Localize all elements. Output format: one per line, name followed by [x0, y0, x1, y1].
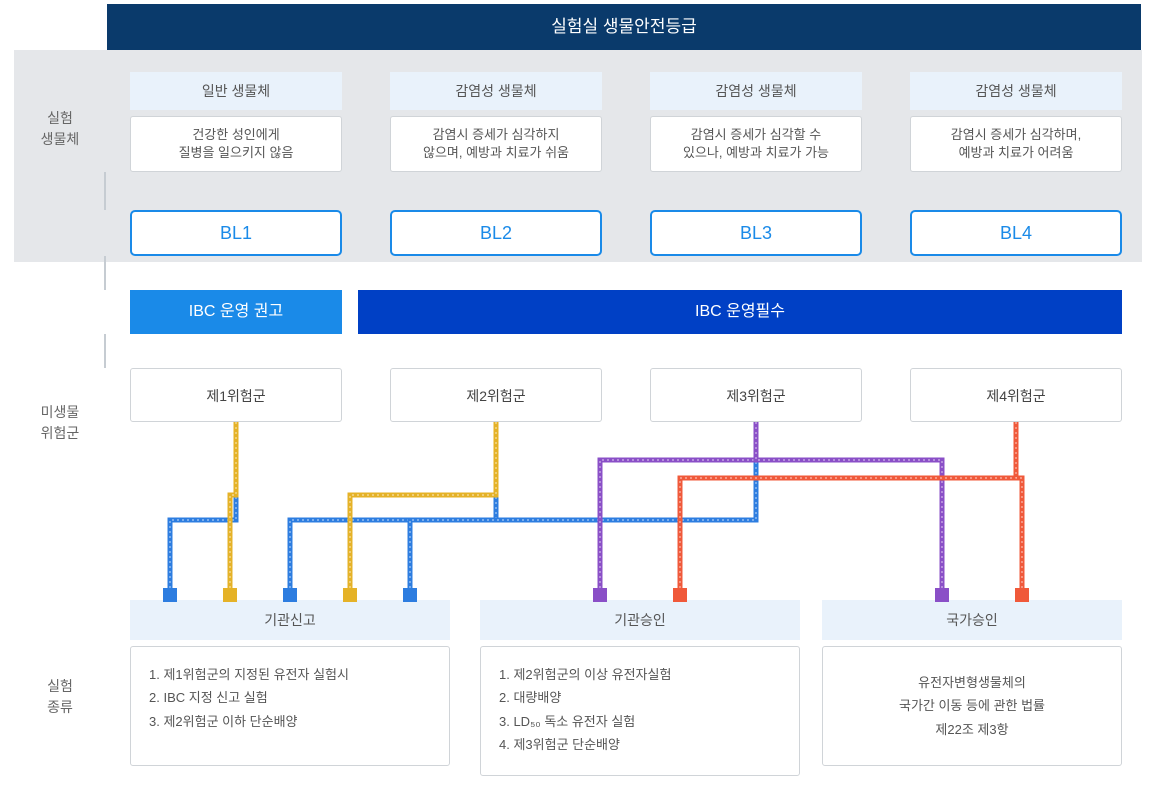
risk-group: 제1위험군 — [130, 368, 342, 422]
biosafety-level: BL4 — [910, 210, 1122, 256]
vertical-connector — [104, 172, 106, 210]
risk-group: 제4위험군 — [910, 368, 1122, 422]
experiment-type-desc: 1. 제2위험군의 이상 유전자실험2. 대량배양3. LD₅₀ 독소 유전자 … — [480, 646, 800, 776]
ibc-required: IBC 운영필수 — [358, 290, 1122, 334]
diagram-root: 실험실 생물안전등급 실험생물체 미생물위험군 실험종류 일반 생물체 건강한 … — [0, 0, 1156, 802]
risk-group: 제2위험군 — [390, 368, 602, 422]
experiment-type-desc: 1. 제1위험군의 지정된 유전자 실험시2. IBC 지정 신고 실험3. 제… — [130, 646, 450, 766]
experiment-type-label: 기관신고 — [130, 600, 450, 640]
side-label-type: 실험종류 — [14, 676, 106, 718]
category-desc: 감염시 증세가 심각하지않으며, 예방과 치료가 쉬움 — [390, 116, 602, 172]
category-label: 감염성 생물체 — [390, 72, 602, 110]
side-label-risk: 미생물위험군 — [14, 402, 106, 444]
biosafety-level: BL3 — [650, 210, 862, 256]
biosafety-level: BL1 — [130, 210, 342, 256]
vertical-connector — [104, 256, 106, 290]
risk-group: 제3위험군 — [650, 368, 862, 422]
header-title: 실험실 생물안전등급 — [107, 4, 1141, 50]
ibc-recommended: IBC 운영 권고 — [130, 290, 342, 334]
category-label: 일반 생물체 — [130, 72, 342, 110]
category-desc: 감염시 증세가 심각하며,예방과 치료가 어려움 — [910, 116, 1122, 172]
vertical-connector — [104, 334, 106, 368]
experiment-type-label: 국가승인 — [822, 600, 1122, 640]
experiment-type-label: 기관승인 — [480, 600, 800, 640]
side-label-organism: 실험생물체 — [14, 108, 106, 150]
category-label: 감염성 생물체 — [910, 72, 1122, 110]
biosafety-level: BL2 — [390, 210, 602, 256]
category-label: 감염성 생물체 — [650, 72, 862, 110]
category-desc: 감염시 증세가 심각할 수있으나, 예방과 치료가 가능 — [650, 116, 862, 172]
category-desc: 건강한 성인에게질병을 일으키지 않음 — [130, 116, 342, 172]
experiment-type-desc: 유전자변형생물체의국가간 이동 등에 관한 법률제22조 제3항 — [822, 646, 1122, 766]
